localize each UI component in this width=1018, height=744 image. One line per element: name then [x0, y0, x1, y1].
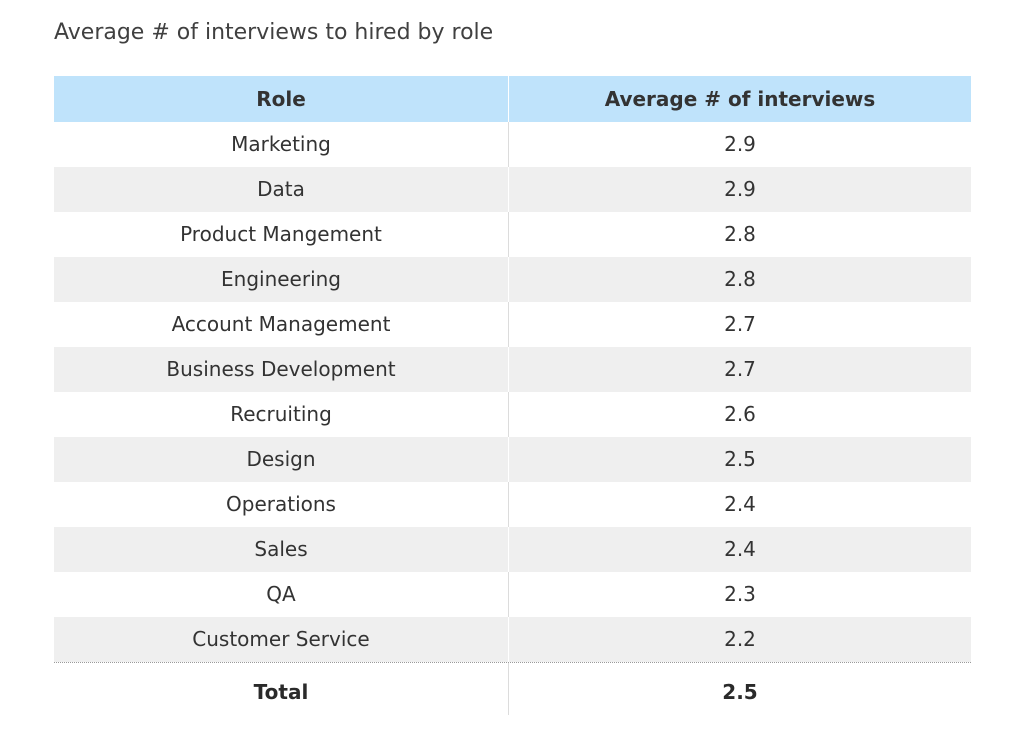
table-header-row: Role Average # of interviews	[54, 76, 971, 122]
value-cell: 2.4	[724, 492, 756, 516]
value-cell: 2.8	[724, 222, 756, 246]
table-row: Operations 2.4	[54, 482, 971, 527]
value-cell: 2.9	[724, 132, 756, 156]
value-cell: 2.8	[724, 267, 756, 291]
table-row: Business Development 2.7	[54, 347, 971, 392]
total-value: 2.5	[722, 680, 758, 704]
table-row: Marketing 2.9	[54, 122, 971, 167]
table-row: Design 2.5	[54, 437, 971, 482]
role-cell: Product Mangement	[54, 212, 509, 257]
value-cell: 2.7	[724, 312, 756, 336]
table-title: Average # of interviews to hired by role	[54, 20, 494, 45]
role-cell: Recruiting	[54, 392, 509, 437]
value-cell: 2.9	[724, 177, 756, 201]
interviews-table: Role Average # of interviews Marketing 2…	[54, 76, 971, 715]
value-cell: 2.2	[724, 627, 756, 651]
table-row: Recruiting 2.6	[54, 392, 971, 437]
value-cell: 2.3	[724, 582, 756, 606]
table-row: QA 2.3	[54, 572, 971, 617]
table-row: Account Management 2.7	[54, 302, 971, 347]
column-header-role: Role	[54, 76, 509, 122]
value-cell: 2.6	[724, 402, 756, 426]
role-cell: Data	[54, 167, 509, 212]
role-cell: QA	[54, 572, 509, 617]
table-row: Engineering 2.8	[54, 257, 971, 302]
role-cell: Operations	[54, 482, 509, 527]
role-cell: Sales	[54, 527, 509, 572]
table-row: Sales 2.4	[54, 527, 971, 572]
column-header-average-interviews: Average # of interviews	[604, 87, 876, 111]
role-cell: Engineering	[54, 257, 509, 302]
role-cell: Design	[54, 437, 509, 482]
value-cell: 2.4	[724, 537, 756, 561]
role-cell: Marketing	[54, 122, 509, 167]
value-cell: 2.7	[724, 357, 756, 381]
total-label: Total	[54, 663, 509, 715]
role-cell: Account Management	[54, 302, 509, 347]
table-total-row: Total 2.5	[54, 662, 971, 715]
table-row: Data 2.9	[54, 167, 971, 212]
role-cell: Business Development	[54, 347, 509, 392]
role-cell: Customer Service	[54, 617, 509, 662]
table-row: Product Mangement 2.8	[54, 212, 971, 257]
value-cell: 2.5	[724, 447, 756, 471]
table-row: Customer Service 2.2	[54, 617, 971, 662]
